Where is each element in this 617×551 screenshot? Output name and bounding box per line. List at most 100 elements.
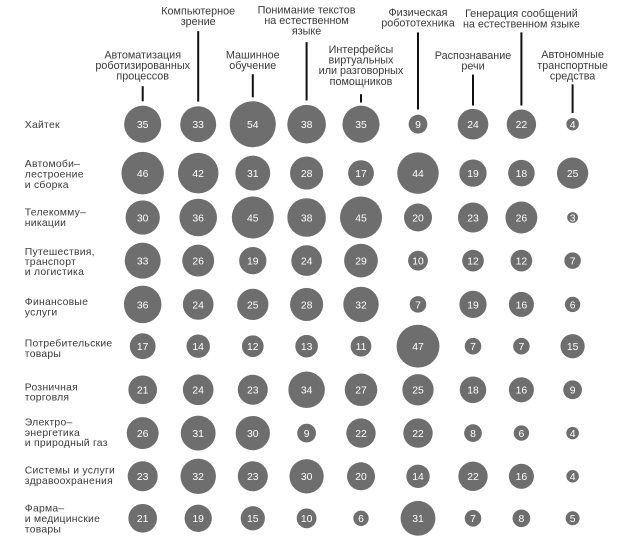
svg-text:3: 3 <box>570 213 576 224</box>
svg-text:16: 16 <box>516 300 528 311</box>
svg-text:23: 23 <box>467 213 479 224</box>
svg-text:4: 4 <box>570 472 576 483</box>
svg-text:4: 4 <box>570 120 576 131</box>
svg-text:7: 7 <box>470 514 476 525</box>
svg-text:Распознавание: Распознавание <box>435 50 512 62</box>
svg-text:или разговорных: или разговорных <box>319 65 404 77</box>
svg-text:30: 30 <box>301 472 313 483</box>
svg-text:24: 24 <box>301 257 313 268</box>
svg-text:Автоматизация: Автоматизация <box>104 49 181 61</box>
svg-text:19: 19 <box>467 169 479 180</box>
svg-text:27: 27 <box>355 386 367 397</box>
svg-text:23: 23 <box>247 472 259 483</box>
svg-text:19: 19 <box>192 514 204 525</box>
svg-text:8: 8 <box>470 429 476 440</box>
svg-text:Понимание текстов: Понимание текстов <box>258 4 356 16</box>
svg-text:лестроение: лестроение <box>25 170 84 181</box>
svg-text:7: 7 <box>570 257 576 268</box>
svg-text:25: 25 <box>247 300 259 311</box>
svg-text:46: 46 <box>137 169 149 180</box>
svg-text:32: 32 <box>192 472 204 483</box>
svg-text:45: 45 <box>247 213 259 224</box>
svg-text:Путешествия,: Путешествия, <box>25 247 95 258</box>
svg-text:42: 42 <box>192 169 204 180</box>
svg-text:26: 26 <box>192 257 204 268</box>
svg-text:Фарма–: Фарма– <box>25 504 65 515</box>
svg-text:7: 7 <box>519 342 525 353</box>
svg-text:15: 15 <box>567 342 579 353</box>
svg-text:11: 11 <box>356 342 367 353</box>
svg-text:35: 35 <box>137 120 149 131</box>
svg-text:10: 10 <box>301 514 313 525</box>
svg-text:12: 12 <box>247 342 259 353</box>
svg-text:16: 16 <box>516 386 528 397</box>
svg-text:энергетика: энергетика <box>25 428 80 439</box>
svg-text:47: 47 <box>412 342 424 353</box>
svg-text:языке: языке <box>292 26 321 38</box>
svg-text:4: 4 <box>570 429 576 440</box>
svg-text:26: 26 <box>516 213 528 224</box>
svg-text:6: 6 <box>358 514 364 525</box>
svg-text:18: 18 <box>516 169 528 180</box>
svg-text:здравоохранения: здравоохранения <box>25 476 113 487</box>
svg-text:33: 33 <box>137 257 149 268</box>
svg-text:на естественном: на естественном <box>264 15 349 27</box>
svg-text:Финансовые: Финансовые <box>25 297 88 308</box>
svg-text:44: 44 <box>412 169 424 180</box>
svg-text:зрение: зрение <box>181 16 216 28</box>
svg-text:Розничная: Розничная <box>25 382 78 393</box>
svg-text:речи: речи <box>461 61 484 73</box>
svg-text:36: 36 <box>137 300 149 311</box>
svg-text:транспортные: транспортные <box>537 60 608 72</box>
svg-text:Автономные: Автономные <box>541 49 604 61</box>
svg-text:45: 45 <box>355 213 367 224</box>
svg-text:38: 38 <box>301 213 313 224</box>
svg-text:Машинное: Машинное <box>226 49 280 61</box>
svg-text:23: 23 <box>137 472 149 483</box>
svg-text:16: 16 <box>516 472 528 483</box>
svg-text:9: 9 <box>570 386 576 397</box>
svg-text:товары: товары <box>25 524 61 535</box>
svg-text:21: 21 <box>137 514 149 525</box>
svg-text:33: 33 <box>192 120 204 131</box>
svg-text:Потребительские: Потребительские <box>25 338 113 350</box>
svg-text:виртуальных: виртуальных <box>329 55 395 67</box>
svg-text:14: 14 <box>412 472 424 483</box>
svg-text:24: 24 <box>192 386 204 397</box>
svg-text:30: 30 <box>137 213 149 224</box>
svg-text:Компьютерное: Компьютерное <box>161 6 235 18</box>
svg-text:28: 28 <box>301 300 313 311</box>
svg-text:Генерация сообщений: Генерация сообщений <box>465 8 578 20</box>
svg-text:6: 6 <box>519 429 525 440</box>
svg-text:Автомоби–: Автомоби– <box>25 158 80 170</box>
svg-text:21: 21 <box>137 386 149 397</box>
svg-text:10: 10 <box>412 257 424 268</box>
svg-text:услуги: услуги <box>25 308 58 319</box>
svg-text:и сборка: и сборка <box>25 179 69 191</box>
svg-text:20: 20 <box>412 213 424 224</box>
svg-text:Электро–: Электро– <box>25 417 73 428</box>
svg-text:обучение: обучение <box>229 60 276 72</box>
svg-text:24: 24 <box>467 120 479 131</box>
svg-text:на естественном языке: на естественном языке <box>463 18 580 30</box>
svg-text:7: 7 <box>470 342 476 353</box>
svg-text:роботизированных: роботизированных <box>95 60 190 72</box>
svg-text:помощников: помощников <box>330 76 393 88</box>
svg-text:5: 5 <box>570 514 576 525</box>
svg-text:и природный газ: и природный газ <box>25 438 108 449</box>
svg-text:8: 8 <box>519 514 525 525</box>
svg-text:29: 29 <box>355 257 367 268</box>
svg-text:процессов: процессов <box>116 70 169 82</box>
svg-text:31: 31 <box>247 169 259 180</box>
svg-text:и логистика: и логистика <box>25 267 84 278</box>
svg-text:22: 22 <box>467 472 479 483</box>
svg-text:7: 7 <box>415 300 421 311</box>
svg-text:никации: никации <box>25 218 66 229</box>
svg-text:31: 31 <box>412 514 424 525</box>
svg-text:Интерфейсы: Интерфейсы <box>329 44 394 56</box>
svg-text:38: 38 <box>301 120 313 131</box>
svg-text:36: 36 <box>192 213 204 224</box>
svg-text:23: 23 <box>247 386 259 397</box>
svg-text:35: 35 <box>355 120 367 131</box>
svg-text:15: 15 <box>247 514 259 525</box>
